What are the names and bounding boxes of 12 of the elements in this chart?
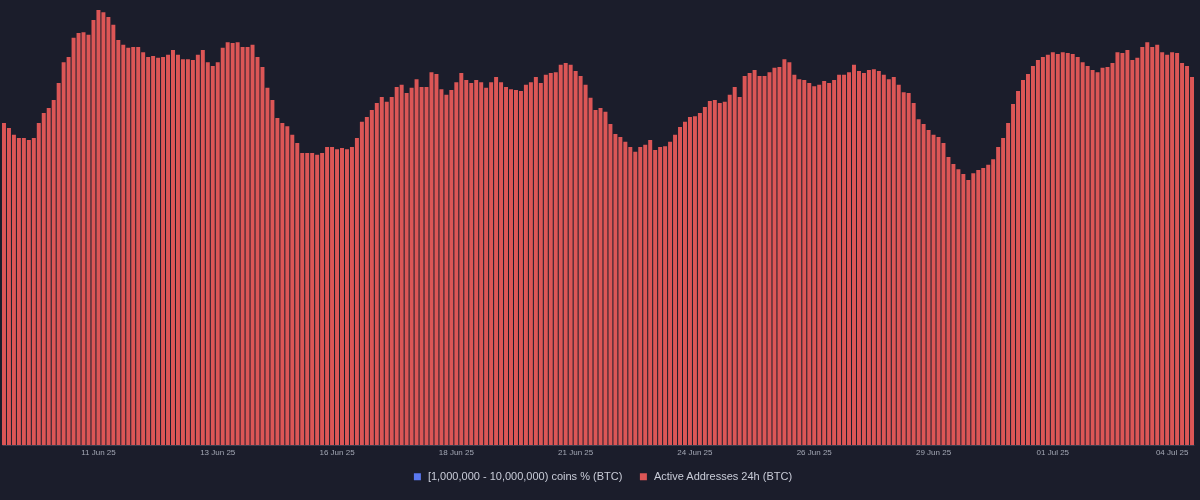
x-tick-label: 04 Jul 25 (1155, 447, 1189, 457)
x-tick-label: 16 Jun 25 (319, 447, 356, 457)
x-tick-label: 13 Jun 25 (200, 447, 236, 457)
x-tick-label: 18 Jun 25 (438, 447, 475, 457)
x-tick-label: 26 Jun 25 (796, 447, 833, 457)
x-tick-label: 24 Jun 25 (677, 447, 714, 457)
x-tick-label: 21 Jun 25 (558, 447, 594, 457)
legend-label: Active Addresses 24h (BTC) (653, 469, 793, 482)
x-tick-label: 01 Jul 25 (1036, 447, 1070, 457)
x-tick-label: 11 Jun 25 (81, 447, 117, 457)
x-tick-label: 29 Jun 25 (915, 447, 952, 457)
legend-label: [1,000,000 - 10,000,000) coins % (BTC) (427, 469, 623, 482)
